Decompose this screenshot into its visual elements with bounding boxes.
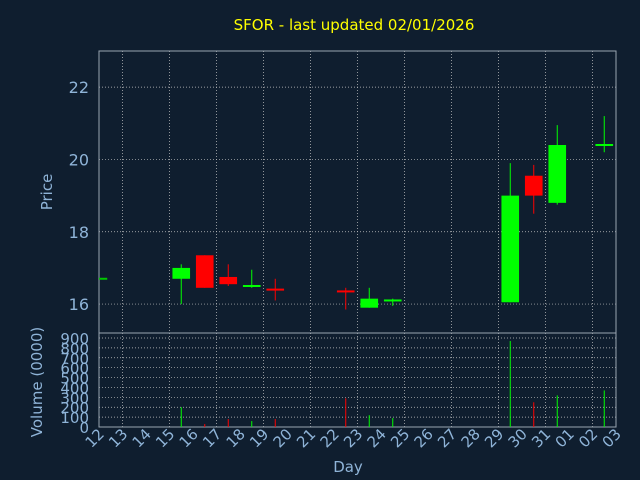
volume-panel-frame bbox=[98, 332, 617, 428]
price-tick-label: 22 bbox=[69, 78, 89, 97]
day-tick-label: 25 bbox=[387, 425, 413, 451]
candle-body-15 bbox=[172, 267, 191, 279]
day-tick-label: 30 bbox=[505, 425, 531, 451]
price-gridlines bbox=[99, 51, 616, 333]
volume-gridlines bbox=[99, 333, 616, 427]
volume-tick-label: 800 bbox=[60, 340, 89, 358]
day-tick-label: 24 bbox=[364, 425, 390, 451]
day-tick-label: 29 bbox=[481, 425, 507, 451]
candle-body-19 bbox=[266, 288, 285, 291]
chart-title: SFOR - last updated 02/01/2026 bbox=[234, 16, 475, 34]
day-tick-label: 17 bbox=[199, 425, 225, 451]
candle-body-02 bbox=[595, 144, 614, 146]
day-tick-label: 14 bbox=[129, 425, 155, 451]
candle-body-29 bbox=[501, 195, 520, 303]
day-tick-label: 01 bbox=[552, 425, 578, 451]
volume-tick-label: 200 bbox=[60, 399, 89, 417]
volume-tick-label: 300 bbox=[60, 389, 89, 407]
price-axis-label: Price bbox=[38, 174, 56, 211]
day-tick-label: 13 bbox=[105, 425, 131, 451]
day-axis-ticks: 1213141516171819202122232425262728293031… bbox=[82, 425, 625, 451]
price-tick-label: 20 bbox=[69, 150, 89, 169]
volume-tick-label: 500 bbox=[60, 370, 89, 388]
day-tick-label: 31 bbox=[528, 425, 554, 451]
day-tick-label: 28 bbox=[458, 425, 484, 451]
day-tick-label: 20 bbox=[270, 425, 296, 451]
day-tick-label: 03 bbox=[599, 425, 625, 451]
candle-body-24 bbox=[383, 299, 402, 302]
day-tick-label: 26 bbox=[411, 425, 437, 451]
candle-body-30 bbox=[524, 175, 543, 196]
volume-series bbox=[180, 340, 605, 427]
candle-body-22 bbox=[336, 290, 355, 293]
volume-tick-label: 900 bbox=[60, 330, 89, 348]
candle-body-23 bbox=[360, 298, 379, 308]
volume-tick-label: 700 bbox=[60, 350, 89, 368]
candlestick-series bbox=[99, 116, 614, 310]
candle-body-17 bbox=[219, 276, 238, 285]
price-tick-label: 16 bbox=[69, 295, 89, 314]
volume-tick-label: 0 bbox=[79, 419, 89, 437]
volume-axis-label: Volume (0000) bbox=[28, 327, 46, 437]
day-tick-label: 02 bbox=[575, 425, 601, 451]
day-axis-label: Day bbox=[333, 458, 363, 476]
day-tick-label: 18 bbox=[223, 425, 249, 451]
volume-tick-label: 600 bbox=[60, 360, 89, 378]
volume-tick-label: 400 bbox=[60, 379, 89, 397]
volume-tick-label: 100 bbox=[60, 409, 89, 427]
day-tick-label: 15 bbox=[152, 425, 178, 451]
candle-body-16 bbox=[195, 255, 214, 288]
day-tick-label: 23 bbox=[340, 425, 366, 451]
day-tick-label: 19 bbox=[246, 425, 272, 451]
candle-body-31 bbox=[548, 145, 567, 203]
day-tick-label: 27 bbox=[434, 425, 460, 451]
day-tick-label: 16 bbox=[176, 425, 202, 451]
candle-body-18 bbox=[242, 285, 261, 287]
price-axis-ticks: 16 18 20 22 bbox=[69, 78, 89, 314]
price-tick-label: 18 bbox=[69, 223, 89, 242]
day-tick-label: 21 bbox=[293, 425, 319, 451]
day-tick-label: 22 bbox=[317, 425, 343, 451]
